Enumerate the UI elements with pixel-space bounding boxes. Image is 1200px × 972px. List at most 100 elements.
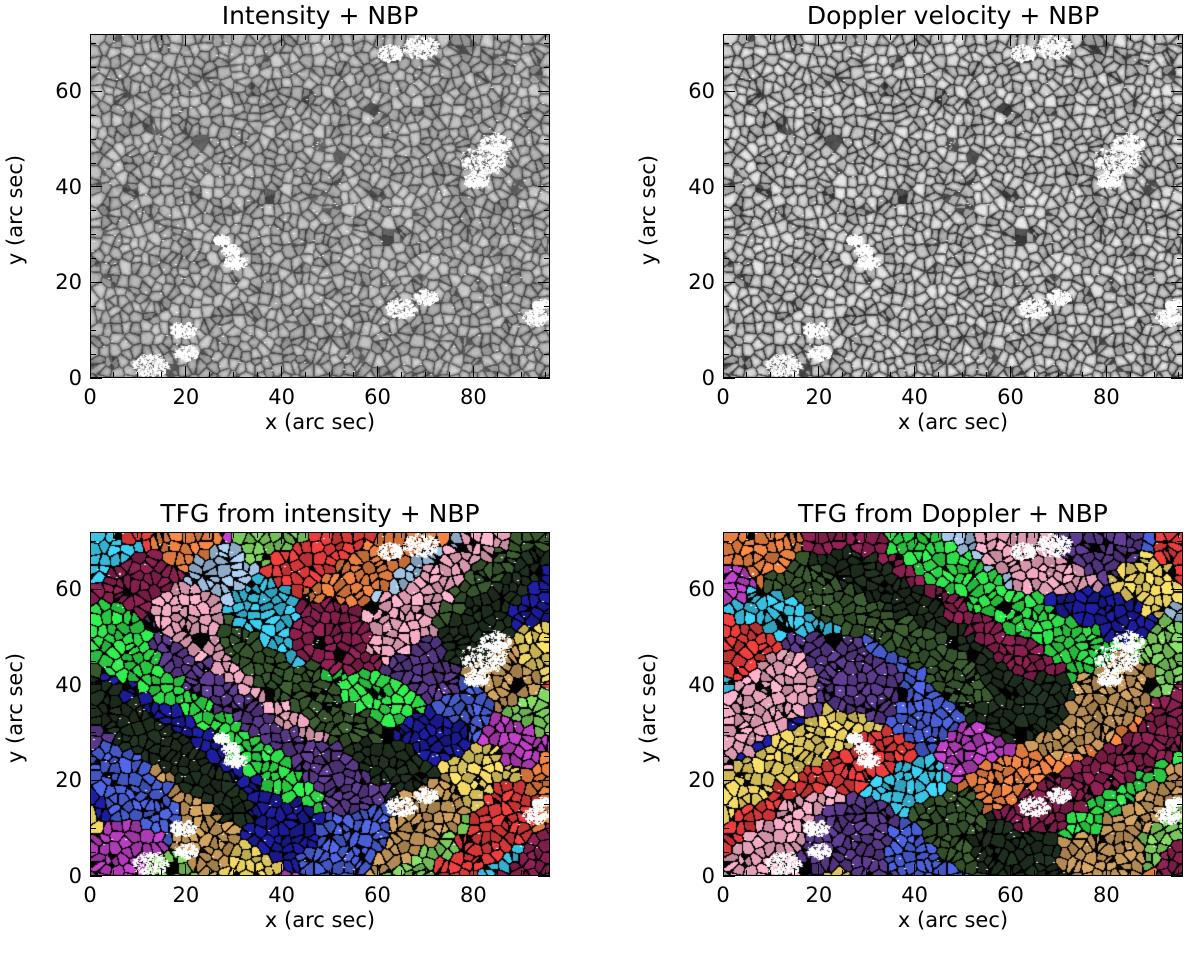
- x-major-tick: [281, 366, 283, 378]
- y-minor-tick: [90, 732, 96, 734]
- y-minor-tick: [90, 541, 96, 543]
- x-minor-tick: [1081, 372, 1083, 378]
- x-minor-tick: [746, 870, 748, 876]
- x-major-tick: [472, 366, 474, 378]
- x-minor-tick: [305, 34, 307, 40]
- x-minor-tick: [424, 532, 426, 538]
- x-minor-tick: [866, 34, 868, 40]
- y-axis-label: y (arc sec): [3, 652, 27, 764]
- y-major-tick: [723, 779, 735, 781]
- y-minor-tick: [90, 353, 96, 355]
- y-tick-label: 20: [688, 768, 715, 793]
- y-minor-tick: [544, 66, 550, 68]
- x-minor-tick: [233, 870, 235, 876]
- y-major-tick: [90, 377, 102, 379]
- x-major-tick: [1010, 366, 1011, 378]
- x-minor-tick: [1177, 532, 1179, 538]
- y-minor-tick: [723, 541, 729, 543]
- x-tick-label: 40: [901, 883, 929, 907]
- x-minor-tick: [400, 532, 402, 538]
- x-major-tick: [185, 864, 187, 876]
- x-tick-label: 40: [268, 385, 296, 409]
- tfg-doppler-image: [723, 532, 1183, 876]
- x-tick-label: 40: [268, 883, 296, 907]
- x-minor-tick: [353, 870, 355, 876]
- x-minor-tick: [400, 870, 402, 876]
- y-minor-tick: [90, 564, 96, 566]
- y-minor-tick: [90, 612, 96, 614]
- x-axis-label: x (arc sec): [264, 410, 376, 434]
- x-minor-tick: [353, 34, 355, 40]
- x-minor-tick: [794, 870, 796, 876]
- x-minor-tick: [448, 870, 450, 876]
- y-minor-tick: [723, 660, 729, 662]
- x-minor-tick: [424, 372, 426, 378]
- x-major-tick: [722, 864, 724, 876]
- x-tick-label: 0: [83, 883, 97, 907]
- x-tick-label: 20: [805, 883, 833, 907]
- y-major-tick: [90, 684, 102, 686]
- x-major-tick: [1105, 34, 1107, 46]
- x-major-tick: [377, 366, 378, 378]
- x-minor-tick: [257, 372, 259, 378]
- y-major-tick: [1171, 377, 1183, 379]
- y-tick-label: 40: [688, 672, 715, 697]
- y-tick-label: 40: [55, 174, 82, 199]
- y-minor-tick: [1177, 305, 1183, 307]
- y-major-tick: [723, 281, 735, 283]
- panel-tfg-doppler: TFG from Doppler + NBP x (arc sec) y (ar…: [633, 498, 1200, 972]
- x-minor-tick: [962, 532, 964, 538]
- x-major-tick: [377, 34, 378, 46]
- y-tick-label: 20: [55, 270, 82, 295]
- x-minor-tick: [544, 34, 546, 40]
- x-major-tick: [472, 864, 474, 876]
- y-major-tick: [723, 875, 735, 877]
- x-minor-tick: [770, 532, 772, 538]
- x-major-tick: [1010, 864, 1011, 876]
- x-minor-tick: [1177, 870, 1179, 876]
- x-major-tick: [89, 34, 91, 46]
- y-minor-tick: [1177, 114, 1183, 116]
- y-major-tick: [1171, 186, 1183, 188]
- y-minor-tick: [1177, 66, 1183, 68]
- y-major-tick: [723, 377, 735, 379]
- y-minor-tick: [544, 803, 550, 805]
- y-minor-tick: [1177, 851, 1183, 853]
- x-minor-tick: [1153, 532, 1155, 538]
- x-minor-tick: [544, 870, 546, 876]
- y-tick-label: 0: [701, 864, 715, 888]
- x-major-tick: [472, 34, 474, 46]
- x-minor-tick: [770, 870, 772, 876]
- panel-intensity: Intensity + NBP x (arc sec) y (arc sec) …: [0, 0, 600, 474]
- y-minor-tick: [1177, 234, 1183, 236]
- x-minor-tick: [161, 34, 163, 40]
- y-minor-tick: [544, 258, 550, 260]
- x-minor-tick: [770, 34, 772, 40]
- x-major-tick: [185, 366, 187, 378]
- x-minor-tick: [544, 372, 546, 378]
- y-major-tick: [1171, 875, 1183, 877]
- y-minor-tick: [544, 827, 550, 829]
- x-major-tick: [281, 864, 283, 876]
- x-minor-tick: [520, 34, 522, 40]
- y-major-tick: [90, 281, 102, 283]
- y-minor-tick: [723, 234, 729, 236]
- y-tick-label: 20: [55, 768, 82, 793]
- y-minor-tick: [544, 138, 550, 140]
- y-tick-label: 20: [688, 270, 715, 295]
- x-minor-tick: [794, 532, 796, 538]
- x-minor-tick: [209, 372, 211, 378]
- y-tick-label: 0: [701, 366, 715, 390]
- x-major-tick: [472, 532, 474, 544]
- x-minor-tick: [257, 532, 259, 538]
- x-minor-tick: [233, 532, 235, 538]
- y-minor-tick: [723, 258, 729, 260]
- x-minor-tick: [986, 870, 988, 876]
- y-major-tick: [538, 90, 550, 92]
- x-major-tick: [1105, 366, 1107, 378]
- x-minor-tick: [794, 372, 796, 378]
- y-minor-tick: [723, 803, 729, 805]
- y-minor-tick: [723, 138, 729, 140]
- y-axis-label: y (arc sec): [3, 154, 27, 266]
- y-major-tick: [1171, 779, 1183, 781]
